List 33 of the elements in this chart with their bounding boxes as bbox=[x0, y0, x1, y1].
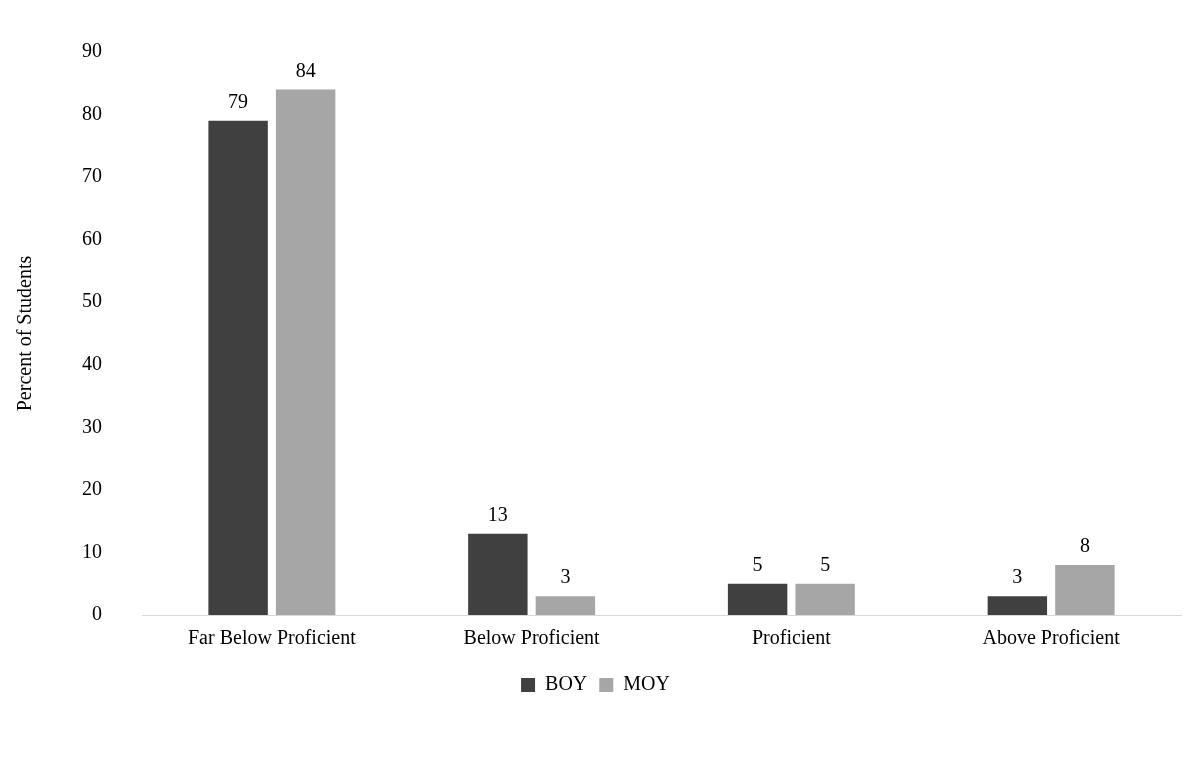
bar bbox=[727, 583, 788, 615]
y-tick-label: 80 bbox=[82, 101, 102, 124]
data-label: 3 bbox=[1012, 565, 1023, 588]
x-tick-label: Proficient bbox=[751, 626, 832, 649]
bar bbox=[208, 120, 268, 615]
y-tick-label: 20 bbox=[82, 477, 102, 500]
data-label: 84 bbox=[295, 58, 316, 81]
x-tick-label: Below Proficient bbox=[463, 626, 601, 649]
y-tick-label: 90 bbox=[82, 39, 102, 62]
bar bbox=[275, 89, 336, 615]
bar bbox=[468, 533, 528, 615]
y-tick-label: 0 bbox=[92, 602, 102, 625]
data-label: 79 bbox=[228, 90, 249, 113]
y-tick-label: 50 bbox=[82, 289, 102, 312]
bar bbox=[987, 596, 1048, 615]
data-label: 13 bbox=[487, 502, 508, 525]
legend-label: BOY bbox=[545, 672, 588, 695]
y-tick-label: 60 bbox=[82, 226, 102, 249]
legend-label: MOY bbox=[623, 672, 670, 695]
bar bbox=[795, 583, 855, 615]
y-tick-label: 30 bbox=[82, 414, 102, 437]
data-label: 5 bbox=[752, 552, 763, 575]
data-label: 8 bbox=[1079, 534, 1090, 557]
y-axis-title: Percent of Students bbox=[13, 255, 36, 412]
x-tick-label: Above Proficient bbox=[982, 626, 1121, 649]
data-label: 3 bbox=[560, 565, 571, 588]
bar bbox=[1055, 564, 1115, 615]
y-tick-label: 70 bbox=[82, 164, 102, 187]
y-tick-label: 10 bbox=[82, 539, 102, 562]
x-tick-label: Far Below Proficient bbox=[188, 626, 357, 649]
data-label: 5 bbox=[820, 552, 831, 575]
bar bbox=[535, 596, 596, 615]
y-tick-label: 40 bbox=[82, 352, 102, 375]
